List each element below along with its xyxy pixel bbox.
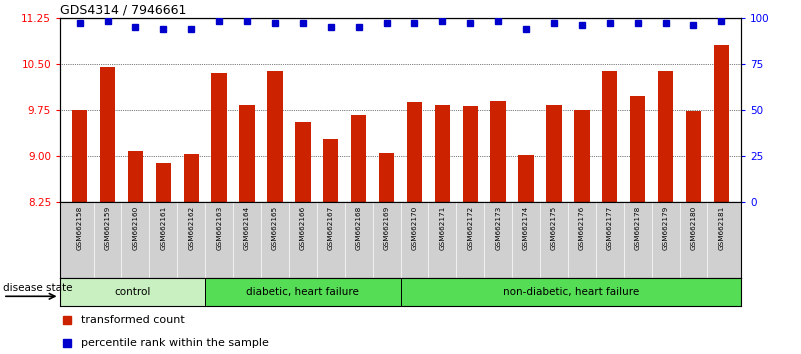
Bar xyxy=(602,71,618,202)
Bar xyxy=(574,110,590,202)
Text: transformed count: transformed count xyxy=(80,315,184,325)
Text: GSM662168: GSM662168 xyxy=(356,206,361,250)
Text: GSM662167: GSM662167 xyxy=(328,206,334,250)
Text: GDS4314 / 7946661: GDS4314 / 7946661 xyxy=(60,4,187,17)
Text: control: control xyxy=(115,287,151,297)
Bar xyxy=(463,106,478,202)
Bar xyxy=(546,105,562,202)
Bar xyxy=(155,163,171,202)
Bar xyxy=(630,96,646,202)
Bar xyxy=(658,71,674,202)
Text: GSM662176: GSM662176 xyxy=(579,206,585,250)
Text: GSM662178: GSM662178 xyxy=(634,206,641,250)
Bar xyxy=(72,110,87,202)
Text: GSM662160: GSM662160 xyxy=(132,206,139,250)
Text: GSM662181: GSM662181 xyxy=(718,206,724,250)
Text: GSM662175: GSM662175 xyxy=(551,206,557,250)
Text: GSM662170: GSM662170 xyxy=(412,206,417,250)
Text: GSM662172: GSM662172 xyxy=(467,206,473,250)
Bar xyxy=(407,102,422,202)
Bar xyxy=(490,101,506,202)
Text: GSM662177: GSM662177 xyxy=(607,206,613,250)
Text: GSM662174: GSM662174 xyxy=(523,206,529,250)
Text: GSM662173: GSM662173 xyxy=(495,206,501,250)
Bar xyxy=(323,139,338,202)
Text: GSM662165: GSM662165 xyxy=(272,206,278,250)
Text: GSM662158: GSM662158 xyxy=(77,206,83,250)
Bar xyxy=(127,152,143,202)
Bar xyxy=(686,111,701,202)
Bar xyxy=(183,154,199,202)
Bar xyxy=(205,278,400,306)
Text: GSM662171: GSM662171 xyxy=(440,206,445,250)
Text: GSM662180: GSM662180 xyxy=(690,206,697,250)
Text: GSM662164: GSM662164 xyxy=(244,206,250,250)
Text: GSM662169: GSM662169 xyxy=(384,206,389,250)
Bar xyxy=(268,71,283,202)
Text: non-diabetic, heart failure: non-diabetic, heart failure xyxy=(502,287,639,297)
Bar xyxy=(295,122,311,202)
Bar xyxy=(379,153,394,202)
Text: GSM662162: GSM662162 xyxy=(188,206,194,250)
Text: GSM662163: GSM662163 xyxy=(216,206,222,250)
Text: GSM662159: GSM662159 xyxy=(104,206,111,250)
Bar xyxy=(714,45,729,202)
Bar xyxy=(351,115,366,202)
Bar xyxy=(60,278,205,306)
Text: GSM662161: GSM662161 xyxy=(160,206,167,250)
Text: percentile rank within the sample: percentile rank within the sample xyxy=(80,338,268,348)
Text: GSM662179: GSM662179 xyxy=(662,206,669,250)
Bar xyxy=(435,105,450,202)
Bar xyxy=(518,155,533,202)
Bar xyxy=(400,278,741,306)
Bar xyxy=(211,73,227,202)
Bar xyxy=(239,105,255,202)
Text: diabetic, heart failure: diabetic, heart failure xyxy=(247,287,360,297)
Bar xyxy=(100,67,115,202)
Text: disease state: disease state xyxy=(3,283,73,293)
Text: GSM662166: GSM662166 xyxy=(300,206,306,250)
